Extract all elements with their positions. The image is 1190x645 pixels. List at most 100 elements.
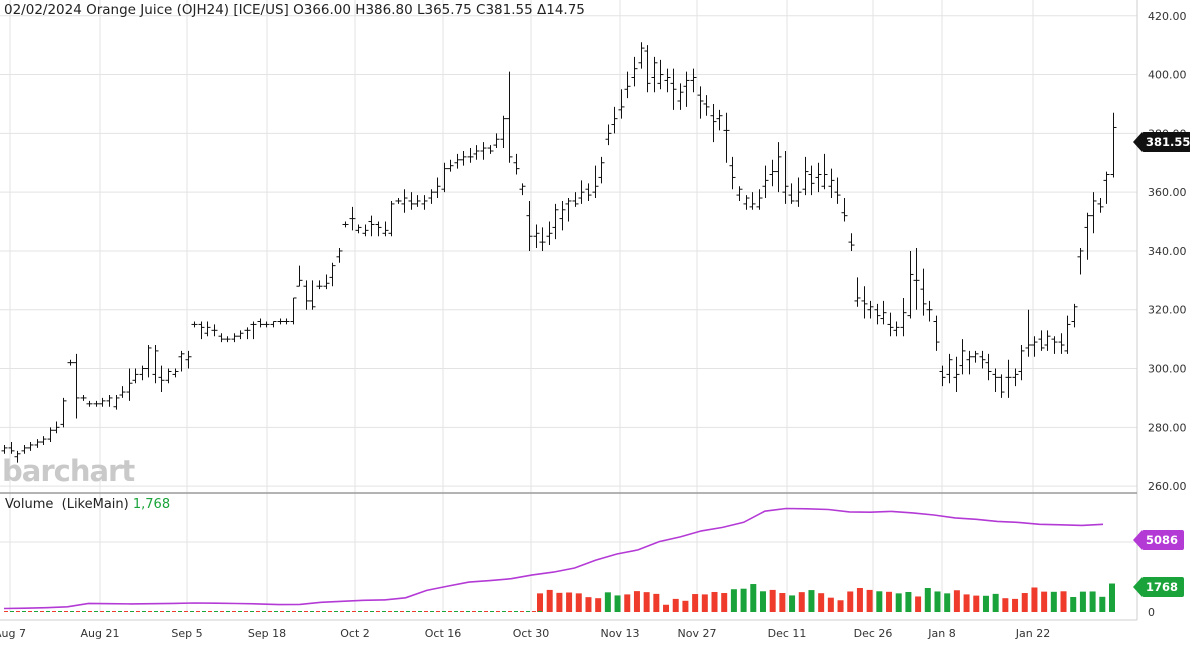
volume-bar-small: [286, 611, 290, 612]
volume-average-line: [3, 507, 1104, 610]
volume-bar-small: [22, 611, 26, 612]
volume-bar-small: [382, 611, 386, 612]
volume-bar-small: [34, 611, 38, 612]
volume-bar-small: [478, 611, 482, 612]
ohlc-bar: [670, 68, 677, 110]
ohlc-bar: [1084, 212, 1091, 260]
volume-bar-small: [214, 611, 218, 612]
volume-bar: [895, 593, 902, 612]
volume-bar-small: [100, 611, 104, 612]
volume-bar: [585, 597, 592, 612]
volume-bar-small: [274, 611, 278, 612]
ohlc-bar: [447, 159, 454, 172]
volume-bar-small: [514, 611, 518, 612]
ohlc-bar: [40, 436, 47, 445]
ohlc-bar: [152, 345, 159, 384]
ohlc-bar: [533, 224, 540, 248]
volume-bar: [682, 600, 689, 612]
ohlc-bar: [21, 444, 28, 454]
ohlc-bar: [467, 148, 474, 163]
volume-bar: [769, 589, 776, 612]
volume-bar: [973, 595, 980, 612]
ohlc-bar: [73, 353, 80, 419]
volume-bar-small: [208, 611, 212, 612]
volume-bar-small: [244, 611, 248, 612]
ohlc-bar: [723, 112, 730, 163]
volume-bar: [604, 592, 611, 612]
ohlc-bar: [920, 268, 927, 316]
ohlc-bar: [716, 109, 723, 131]
average-volume-line: [3, 507, 1104, 610]
volume-bar: [672, 598, 679, 612]
price-tick-label: 260.00: [1148, 480, 1187, 493]
volume-bar-small: [124, 611, 128, 612]
date-tick-label: Nov 27: [678, 627, 717, 640]
volume-bar-small: [292, 611, 296, 612]
ohlc-bar: [158, 365, 165, 393]
volume-bar: [876, 591, 883, 612]
ohlc-bar: [710, 103, 717, 143]
volume-bar-small: [520, 611, 524, 612]
ohlc-bar: [834, 177, 841, 204]
ohlc-bar: [408, 192, 415, 210]
volume-bar-small: [202, 611, 206, 612]
volume-bar: [837, 600, 844, 612]
ohlc-bar: [756, 189, 763, 210]
price-axis: 420.00400.00380.00360.00340.00320.00300.…: [1148, 10, 1187, 619]
ohlc-bar: [913, 248, 920, 310]
volume-bar: [575, 593, 582, 612]
ohlc-bar: [106, 394, 113, 407]
ohlc-bar: [966, 350, 973, 375]
ohlc-bar: [519, 183, 526, 196]
date-tick-label: Oct 2: [340, 627, 370, 640]
volume-bar: [633, 591, 640, 612]
ohlc-bar: [690, 68, 697, 93]
volume-bar-small: [46, 611, 50, 612]
volume-bar-small: [466, 611, 470, 612]
avg-volume-badge: 5086: [1132, 530, 1185, 550]
volume-bar-small: [232, 611, 236, 612]
volume-bar-small: [418, 611, 422, 612]
ohlc-bar: [257, 318, 264, 328]
volume-bar-small: [442, 611, 446, 612]
volume-bar-small: [40, 611, 44, 612]
ohlc-bar: [290, 297, 297, 325]
ohlc-bar: [578, 180, 585, 204]
volume-bar: [1079, 591, 1086, 612]
volume-bar-small: [262, 611, 266, 612]
volume-bar: [915, 596, 922, 612]
ohlc-bar: [1031, 336, 1038, 357]
ohlc-bar: [303, 280, 310, 310]
volume-bar: [789, 595, 796, 612]
ohlc-bar: [355, 224, 362, 234]
ohlc-bar: [375, 221, 382, 237]
volume-bar-small: [496, 611, 500, 612]
volume-bar: [982, 595, 989, 612]
volume-bar: [808, 590, 815, 612]
volume-bar: [624, 594, 631, 612]
volume-bar-small: [118, 611, 122, 612]
volume-bar-small: [538, 611, 542, 612]
volume-bar: [730, 589, 737, 612]
volume-bar: [1109, 583, 1115, 612]
symbol-name: Orange Juice (OJH24) [ICE/US]: [86, 2, 289, 18]
ohlc-bar: [434, 177, 441, 199]
ohlc-bar: [762, 165, 769, 199]
ohlc-bar: [487, 145, 494, 154]
ohlc-bar: [1005, 359, 1012, 398]
volume-bar-small: [142, 611, 146, 612]
volume-bar: [798, 592, 805, 612]
ohlc-bar: [244, 327, 251, 340]
ohlc-bar: [854, 277, 861, 307]
volume-bar-small: [28, 611, 32, 612]
date-tick-label: Dec 26: [854, 627, 893, 640]
volume-bar: [701, 594, 708, 612]
ohlc-bar: [775, 142, 782, 193]
volume-bar-small: [130, 611, 134, 612]
ohlc-bar: [191, 321, 198, 328]
ohlc-bar: [821, 153, 828, 190]
ohlc-bar: [926, 300, 933, 322]
ohlc-bar: [460, 150, 467, 166]
volume-bar: [818, 593, 825, 612]
